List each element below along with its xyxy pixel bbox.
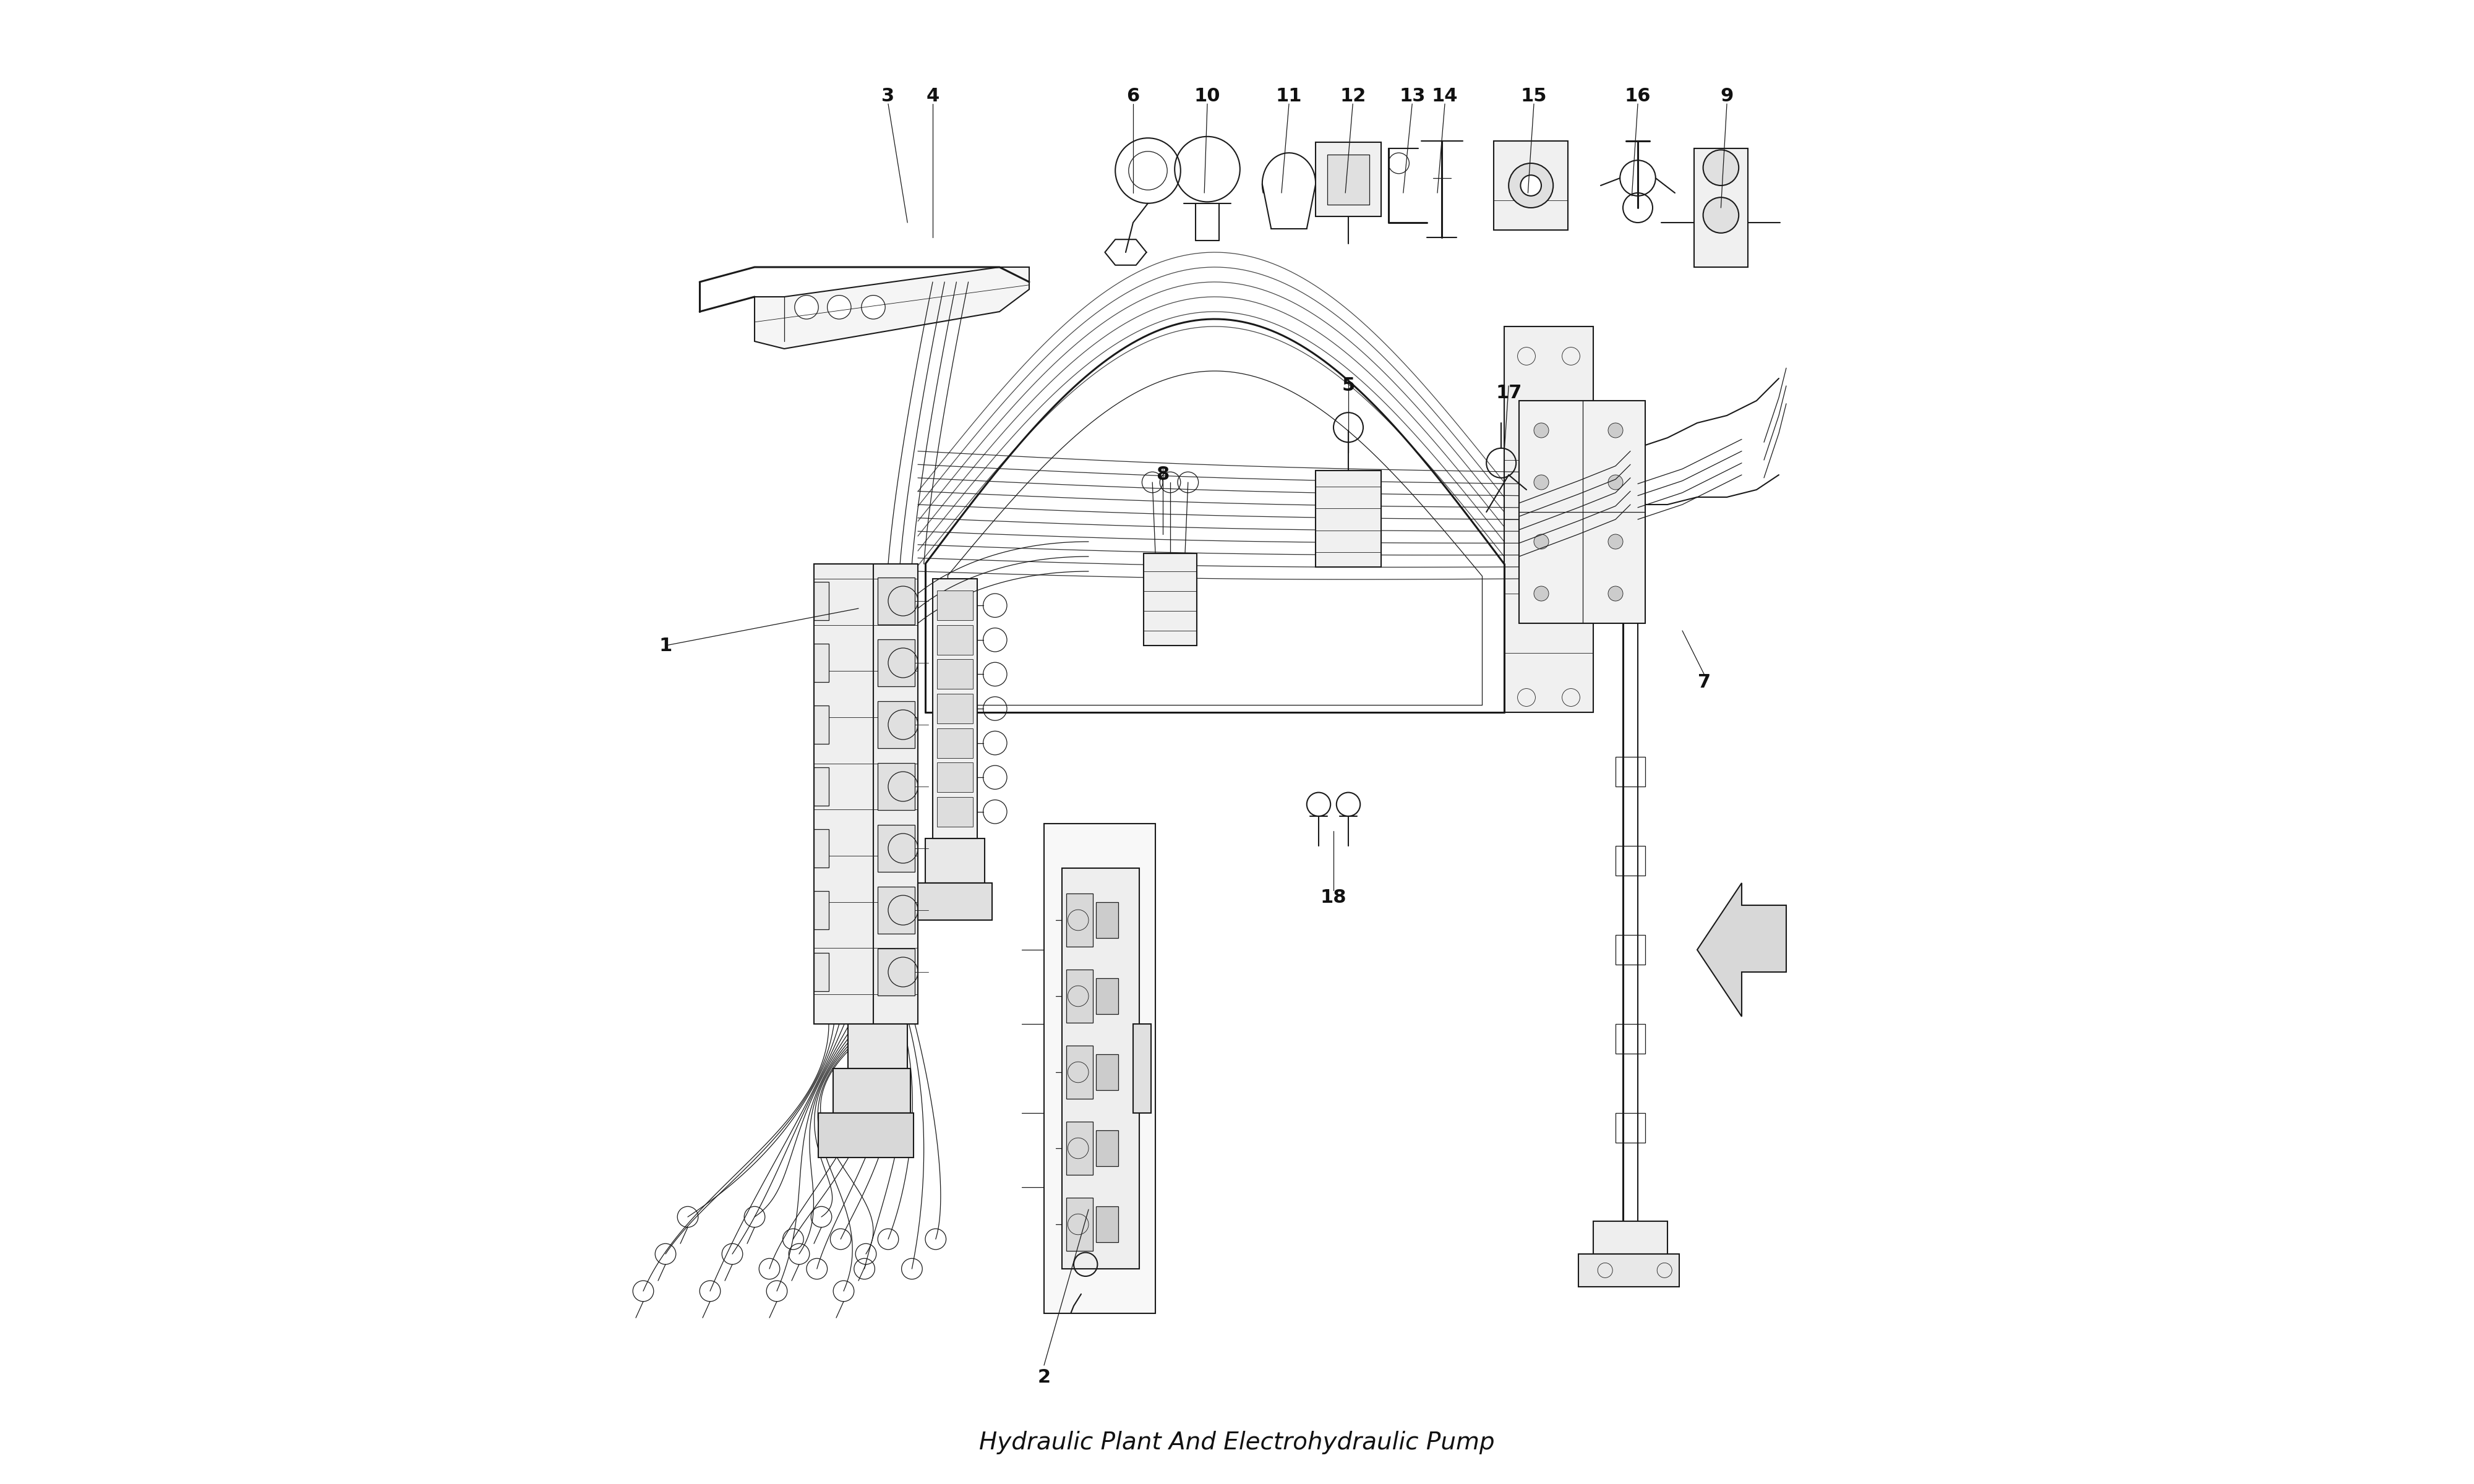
Bar — [1316, 142, 1380, 217]
Bar — [878, 825, 915, 873]
Circle shape — [826, 295, 851, 319]
Bar — [878, 763, 915, 810]
Bar — [938, 797, 972, 827]
Circle shape — [1702, 197, 1739, 233]
Circle shape — [794, 295, 819, 319]
Bar — [1316, 470, 1380, 567]
Circle shape — [861, 295, 886, 319]
Bar — [1096, 1206, 1118, 1242]
Bar — [878, 577, 915, 625]
Bar — [1096, 1054, 1118, 1089]
Bar — [814, 830, 829, 868]
Bar — [938, 659, 972, 689]
Bar — [814, 705, 829, 743]
Bar — [814, 890, 829, 929]
Polygon shape — [1697, 883, 1786, 1017]
Bar — [1044, 824, 1155, 1313]
Text: 5: 5 — [1341, 377, 1356, 395]
Bar — [878, 640, 915, 687]
Bar — [1096, 978, 1118, 1014]
Circle shape — [1534, 423, 1549, 438]
Bar — [1133, 1024, 1150, 1113]
Bar — [1593, 1221, 1667, 1254]
Bar — [1494, 141, 1569, 230]
Circle shape — [1608, 423, 1623, 438]
Bar — [1066, 893, 1094, 947]
Bar — [819, 1113, 913, 1158]
Circle shape — [1608, 586, 1623, 601]
Bar — [1066, 1198, 1094, 1251]
Bar — [938, 693, 972, 723]
Bar — [1519, 401, 1645, 623]
Bar — [938, 729, 972, 758]
Text: 17: 17 — [1497, 384, 1522, 402]
Circle shape — [1522, 175, 1541, 196]
Circle shape — [1608, 534, 1623, 549]
Bar — [1096, 902, 1118, 938]
Bar — [1616, 935, 1645, 965]
Bar — [834, 1068, 910, 1113]
Bar — [878, 700, 915, 748]
Text: 14: 14 — [1432, 88, 1457, 105]
Bar — [918, 883, 992, 920]
Bar — [1066, 1122, 1094, 1175]
Bar — [814, 564, 918, 1024]
Bar — [814, 582, 829, 620]
Text: 9: 9 — [1719, 88, 1734, 105]
Bar — [849, 1024, 908, 1068]
Text: 18: 18 — [1321, 889, 1346, 907]
Text: 15: 15 — [1522, 88, 1546, 105]
Polygon shape — [755, 267, 1029, 349]
Polygon shape — [1504, 326, 1593, 712]
Bar — [938, 763, 972, 792]
Bar — [814, 767, 829, 806]
Text: 2: 2 — [1037, 1368, 1051, 1386]
Text: Hydraulic Plant And Electrohydraulic Pump: Hydraulic Plant And Electrohydraulic Pum… — [980, 1431, 1494, 1454]
Bar — [1066, 969, 1094, 1022]
Circle shape — [1534, 475, 1549, 490]
Text: 16: 16 — [1625, 88, 1650, 105]
Bar — [1061, 868, 1138, 1269]
Bar — [1616, 1024, 1645, 1054]
Circle shape — [1509, 163, 1554, 208]
Bar — [933, 579, 977, 838]
Text: 4: 4 — [925, 88, 940, 105]
Bar — [1616, 757, 1645, 787]
Text: 6: 6 — [1126, 88, 1141, 105]
Bar — [878, 886, 915, 933]
Bar — [938, 625, 972, 654]
Circle shape — [1608, 475, 1623, 490]
Bar — [814, 644, 829, 683]
Bar — [925, 838, 985, 883]
Bar — [1329, 154, 1368, 205]
Bar — [1616, 846, 1645, 876]
Text: 13: 13 — [1400, 88, 1425, 105]
Text: 1: 1 — [658, 637, 673, 654]
Text: 10: 10 — [1195, 88, 1220, 105]
Bar — [1044, 824, 1155, 1313]
Text: 8: 8 — [1155, 466, 1170, 484]
Bar — [1616, 1113, 1645, 1143]
Circle shape — [1534, 586, 1549, 601]
Bar — [814, 953, 829, 991]
Text: 7: 7 — [1697, 674, 1712, 692]
Circle shape — [1534, 534, 1549, 549]
Text: 3: 3 — [881, 88, 896, 105]
Bar — [1096, 1131, 1118, 1166]
Circle shape — [1702, 150, 1739, 186]
Text: 12: 12 — [1341, 88, 1366, 105]
Bar — [938, 591, 972, 620]
Bar — [1066, 1046, 1094, 1098]
Text: 11: 11 — [1277, 88, 1301, 105]
Bar — [1143, 554, 1197, 646]
Bar — [1695, 148, 1747, 267]
Bar — [878, 948, 915, 996]
Bar — [1578, 1254, 1680, 1287]
